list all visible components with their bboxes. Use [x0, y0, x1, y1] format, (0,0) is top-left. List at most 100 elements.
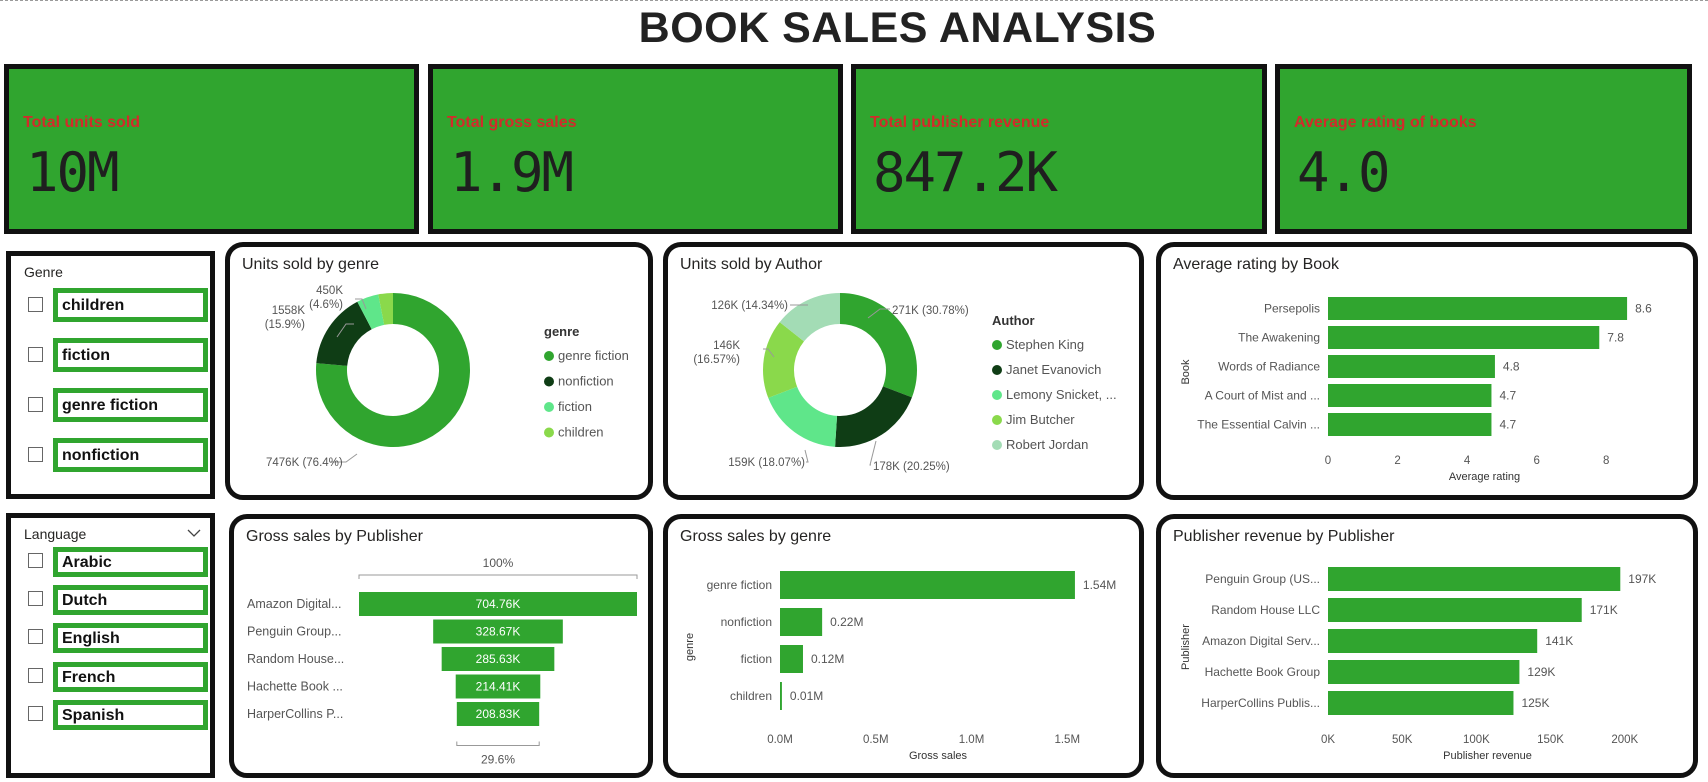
x-tick-label: 1.0M	[959, 734, 985, 746]
checkbox[interactable]	[28, 591, 43, 606]
slicer-item-label: children	[53, 288, 208, 322]
legend-title: genre	[544, 324, 579, 339]
donut-slice	[763, 322, 804, 398]
category-label: HarperCollins Publis...	[1201, 696, 1320, 710]
funnel-bar	[359, 592, 637, 616]
bar	[1328, 598, 1582, 622]
bar	[780, 608, 823, 636]
funnel-bottom-label: 29.6%	[481, 753, 515, 767]
y-axis-label: genre	[684, 633, 696, 661]
x-tick-label: 100K	[1463, 734, 1490, 746]
data-label: 126K (14.34%)	[711, 300, 788, 312]
kpi-card-gross-sales: Total gross sales 1.9M	[428, 64, 843, 234]
checkbox[interactable]	[28, 668, 43, 683]
category-label: Words of Radiance	[1218, 360, 1320, 374]
x-tick-label: 4	[1464, 455, 1471, 467]
slicer-item-label: genre fiction	[53, 388, 208, 422]
legend-marker	[992, 415, 1002, 425]
slicer-item-fiction[interactable]: fiction	[28, 338, 218, 372]
panel-revenue-by-publisher: Publisher revenue by Publisher Penguin G…	[1156, 514, 1698, 778]
category-label: children	[730, 689, 772, 703]
kpi-label: Total gross sales	[447, 114, 577, 131]
panel-gross-by-genre: Gross sales by genre genre fiction 1.54M n…	[663, 514, 1144, 778]
kpi-card-publisher-revenue: Total publisher revenue 847.2K	[851, 64, 1267, 234]
donut-slice	[779, 293, 840, 342]
legend-item: Robert Jordan	[1006, 437, 1088, 452]
bar	[1328, 629, 1538, 653]
data-label: 328.67K	[476, 625, 521, 639]
funnel-bottom-bracket	[456, 741, 540, 746]
data-label: 7.8	[1607, 331, 1624, 345]
bar	[1328, 297, 1628, 320]
kpi-label: Total units sold	[23, 114, 141, 131]
funnel-top-label: 100%	[483, 556, 514, 570]
legend-item: fiction	[558, 399, 592, 414]
revenue-by-publisher-bar-chart: Penguin Group (US... 197K Random House LLC…	[1180, 567, 1656, 762]
slicer-item-label: Dutch	[53, 585, 208, 615]
slicer-item-french[interactable]: French	[28, 662, 218, 696]
bar	[780, 682, 782, 710]
slicer-item-dutch[interactable]: Dutch	[28, 585, 218, 619]
legend-marker	[544, 427, 554, 438]
leader-line	[869, 440, 877, 466]
data-label: (4.6%)	[309, 299, 343, 311]
checkbox[interactable]	[28, 447, 43, 462]
bar	[1328, 660, 1520, 684]
data-label: 450K	[316, 285, 343, 297]
slicer-item-genre-fiction[interactable]: genre fiction	[28, 388, 218, 422]
data-label: 141K	[1545, 634, 1573, 648]
category-label: Amazon Digital...	[247, 597, 341, 611]
slicer-item-nonfiction[interactable]: nonfiction	[28, 438, 218, 472]
data-label: 271K (30.78%)	[892, 305, 969, 317]
data-label: 0.01M	[790, 689, 823, 703]
panel-rating-by-book: Average rating by Book Persepolis 8.6 The …	[1156, 242, 1698, 500]
category-label: The Awakening	[1238, 331, 1320, 345]
legend-item: Jim Butcher	[1006, 412, 1075, 427]
top-dashed-border	[0, 0, 1708, 1]
bar	[780, 571, 1075, 599]
donut-slice	[378, 293, 393, 325]
slicer-item-label: French	[53, 662, 208, 692]
category-label: genre fiction	[707, 578, 772, 592]
x-tick-label: 0	[1325, 455, 1331, 467]
legend-item: Lemony Snicket, ...	[1006, 387, 1117, 402]
bar	[1328, 355, 1495, 378]
category-label: nonfiction	[721, 615, 772, 629]
y-axis-label: Publisher	[1180, 624, 1192, 670]
legend-item: children	[558, 425, 604, 440]
x-tick-label: 0.0M	[767, 734, 793, 746]
x-tick-label: 1.5M	[1054, 734, 1080, 746]
bar	[1328, 567, 1621, 591]
gross-by-publisher-funnel-chart: 100% 704.76K Amazon Digital... 328.67K Pengu…	[247, 556, 638, 767]
data-label: 125K	[1521, 696, 1549, 710]
slicer-item-arabic[interactable]: Arabic	[28, 547, 218, 581]
checkbox[interactable]	[28, 397, 43, 412]
x-axis-label: Average rating	[1449, 471, 1520, 483]
y-axis-label: Book	[1180, 359, 1192, 385]
checkbox[interactable]	[28, 553, 43, 568]
checkbox[interactable]	[28, 706, 43, 721]
kpi-value: 1.9M	[450, 141, 574, 204]
donut-slice	[316, 301, 372, 366]
x-tick-label: 150K	[1537, 734, 1564, 746]
leader-line	[804, 449, 809, 463]
legend-item: genre fiction	[558, 348, 629, 363]
kpi-label: Average rating of books	[1294, 114, 1477, 131]
donut-slice	[840, 293, 917, 398]
slicer-item-english[interactable]: English	[28, 623, 218, 657]
category-label: Random House...	[247, 652, 344, 666]
checkbox[interactable]	[28, 347, 43, 362]
slicer-item-children[interactable]: children	[28, 288, 218, 322]
chevron-down-icon[interactable]	[187, 528, 201, 538]
slicer-item-spanish[interactable]: Spanish	[28, 700, 218, 734]
funnel-bar	[455, 674, 541, 699]
kpi-label: Total publisher revenue	[870, 114, 1050, 131]
checkbox[interactable]	[28, 297, 43, 312]
rating-by-book-bar-chart: Persepolis 8.6 The Awakening 7.8 Words of Ra…	[1180, 297, 1652, 483]
funnel-bar	[456, 702, 540, 726]
legend-item: nonfiction	[558, 374, 614, 389]
funnel-top-bracket	[358, 574, 638, 579]
checkbox[interactable]	[28, 629, 43, 644]
category-label: Hachette Book Group	[1205, 665, 1321, 679]
slicer-item-label: Spanish	[53, 700, 208, 730]
